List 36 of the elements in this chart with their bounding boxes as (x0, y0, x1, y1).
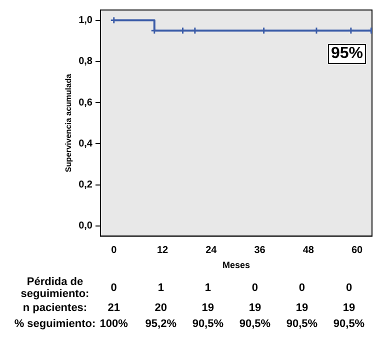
x-tick-label: 24 (206, 244, 218, 256)
text: 19 (248, 302, 262, 314)
text: 21 (108, 302, 120, 314)
annotation: 95% (328, 44, 366, 64)
text: 0 (298, 282, 306, 294)
y-tick-label: 0,0 (78, 220, 93, 232)
text: Pérdida de seguimiento: (20, 276, 90, 300)
text: 90,5% (239, 318, 271, 330)
text: 19 (342, 302, 356, 314)
y-tick-label: 0,6 (78, 97, 93, 108)
text: 1 (158, 282, 164, 294)
text: 90,5% (333, 318, 365, 330)
text: n pacientes: (22, 302, 88, 314)
y-axis-title: Supervivencia acumulada (64, 73, 74, 172)
y-tick-label: 1,0 (78, 15, 93, 26)
text: 19 (202, 302, 214, 314)
text: 0 (110, 282, 117, 294)
text: 95,2% (145, 318, 176, 330)
y-tick-label: 0,8 (78, 56, 93, 68)
x-tick-label: 12 (156, 244, 168, 256)
text: % seguimiento: (14, 318, 96, 330)
x-tick-label: 48 (302, 244, 314, 256)
text: 20 (154, 302, 168, 314)
text: 19 (296, 302, 308, 314)
text: 100% (100, 318, 128, 330)
x-tick-label: 0 (111, 244, 118, 256)
text: 1 (204, 282, 211, 294)
text: 90,5% (192, 318, 224, 330)
x-tick-label: 60 (351, 244, 364, 256)
x-axis-title: Meses (222, 260, 250, 270)
y-tick-label: 0,4 (78, 138, 93, 150)
text: 0 (252, 282, 258, 294)
text: 90,5% (286, 318, 318, 330)
text: 0 (346, 282, 352, 294)
x-tick-label: 36 (254, 244, 266, 256)
y-tick-label: 0,2 (78, 180, 93, 191)
